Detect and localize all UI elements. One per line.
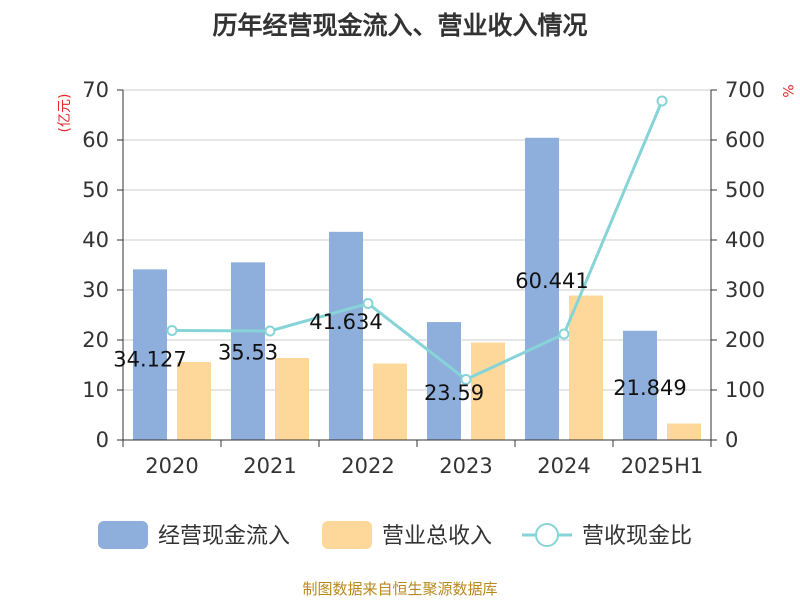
y-right-tick-label: 700: [725, 78, 765, 102]
bar-revenue: [177, 362, 211, 440]
ratio-line-path: [171, 100, 664, 382]
y-right-tick-label: 600: [725, 128, 765, 152]
bar-cash-inflow: [623, 330, 657, 440]
bar-cash-inflow: [231, 262, 265, 440]
bar-data-label: 23.59: [424, 381, 484, 405]
bar-data-label: 21.849: [613, 376, 686, 400]
legend-swatch: [98, 521, 148, 549]
bar-data-label: 35.53: [218, 340, 278, 364]
y-right-tick-label: 100: [725, 378, 765, 402]
legend-label: 经营现金流入: [158, 524, 290, 549]
chart-title: 历年经营现金流入、营业收入情况: [212, 11, 588, 40]
ratio-point: [558, 328, 570, 340]
y-right-tick-label: 200: [725, 328, 765, 352]
y-right-tick-label: 400: [725, 228, 765, 252]
y-left-tick-label: 50: [82, 178, 109, 202]
bar-revenue: [667, 423, 701, 440]
x-tick-label: 2022: [341, 454, 394, 478]
x-tick-label: 2020: [145, 454, 198, 478]
axes: 0102030405060700100200300400500600700(亿元…: [57, 78, 795, 478]
ratio-point: [166, 325, 178, 336]
bar-data-label: 34.127: [113, 347, 186, 371]
legend-label: 营业总收入: [382, 524, 492, 549]
ratio-point: [460, 374, 472, 385]
bar-data-label: 60.441: [515, 269, 588, 293]
ratio-line: [166, 95, 668, 385]
y-left-tick-label: 0: [96, 428, 109, 452]
bar-cash-inflow: [525, 137, 559, 441]
bar-revenue: [471, 342, 505, 440]
bar-cash-inflow: [427, 322, 461, 440]
source-note: 制图数据来自恒生聚源数据库: [302, 580, 498, 598]
ratio-point: [656, 95, 668, 107]
data-labels: 34.127 35.53 41.634 23.59 60.441 21.849: [113, 269, 686, 405]
grid-lines: [123, 89, 711, 391]
y-left-tick-label: 10: [82, 378, 109, 402]
y-left-tick-label: 60: [82, 128, 109, 152]
y-left-tick-label: 70: [82, 78, 109, 102]
legend-label: 营收现金比: [582, 524, 692, 549]
y-right-unit: %: [779, 84, 795, 97]
bar-revenue: [275, 358, 309, 440]
y-left-tick-label: 20: [82, 328, 109, 352]
ratio-point: [362, 298, 374, 309]
x-tick-label: 2023: [439, 454, 492, 478]
legend: 经营现金流入 营业总收入 营收现金比: [98, 521, 692, 549]
bars: [133, 137, 701, 441]
y-right-tick-label: 500: [725, 178, 765, 202]
x-tick-label: 2021: [243, 454, 296, 478]
x-tick-label: 2025H1: [621, 454, 704, 478]
y-left-unit: (亿元): [57, 94, 73, 133]
y-left-tick-label: 40: [82, 228, 109, 252]
bar-data-label: 41.634: [309, 310, 382, 334]
legend-marker: [535, 523, 559, 547]
y-right-tick-label: 300: [725, 278, 765, 302]
bar-revenue: [569, 295, 603, 440]
x-tick-label: 2024: [537, 454, 590, 478]
ratio-point: [264, 325, 276, 337]
bar-cash-inflow: [133, 269, 167, 440]
legend-swatch: [322, 521, 372, 549]
bar-cash-inflow: [329, 231, 363, 440]
y-right-tick-label: 0: [725, 428, 738, 452]
bar-revenue: [373, 363, 407, 440]
y-left-tick-label: 30: [82, 278, 109, 302]
